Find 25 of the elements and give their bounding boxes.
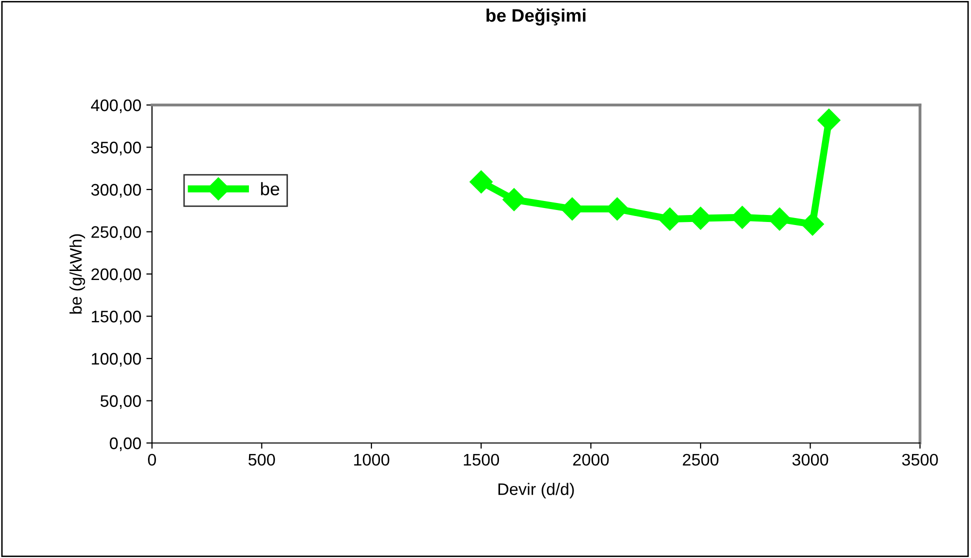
point <box>800 212 824 236</box>
x-tick-label: 500 <box>248 454 275 466</box>
point <box>470 170 493 194</box>
y-tick-label: 0,00 <box>110 437 141 452</box>
y-tick-label: 50,00 <box>100 395 141 409</box>
x-tick-label: 2500 <box>682 454 718 466</box>
legend-label: be <box>261 182 280 196</box>
y-tick-label: 400,00 <box>90 99 141 114</box>
x-axis-title: Devir (d/d) <box>498 482 574 498</box>
y-tick-label: 250,00 <box>91 226 141 240</box>
y-tick-label: 150,00 <box>92 310 141 324</box>
x-tick-label: 0 <box>148 454 156 466</box>
x-tick-label: 1000 <box>354 454 390 466</box>
x-tick-label: 3000 <box>792 454 828 466</box>
point <box>502 188 526 212</box>
y-tick-label: 300,00 <box>91 184 141 198</box>
y-tick-label: 350,00 <box>91 142 141 156</box>
y-tick-label: 200,00 <box>91 268 141 282</box>
y-axis-title: be (g/kWh) <box>70 234 86 314</box>
chart-title: be Değişimi <box>486 8 586 26</box>
x-tick-label: 1500 <box>464 454 500 466</box>
x-tick-label: 2000 <box>573 454 609 466</box>
x-tick-label: 3500 <box>902 454 938 466</box>
y-tick-label: 100,00 <box>92 352 141 367</box>
point <box>817 108 840 132</box>
